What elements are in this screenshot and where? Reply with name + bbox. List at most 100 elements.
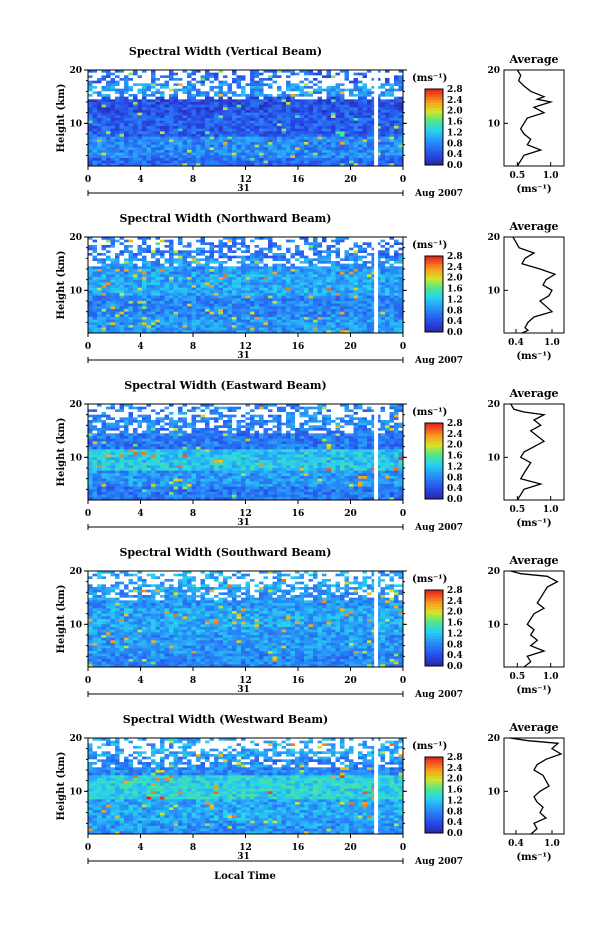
heatmap-cell <box>218 319 224 323</box>
heatmap-cell <box>281 139 287 143</box>
heatmap-cell <box>223 147 228 151</box>
heatmap-cell <box>137 131 143 135</box>
heatmap-gap-cell <box>295 237 300 240</box>
heatmap-cell <box>380 155 386 159</box>
heatmap-cell <box>317 158 323 161</box>
heatmap-cell <box>209 134 215 137</box>
heatmap-cell <box>169 152 174 156</box>
heatmap-cell <box>277 258 282 262</box>
heatmap-cell <box>196 314 201 318</box>
heatmap-cell <box>367 126 372 129</box>
heatmap-cell <box>335 160 341 164</box>
heatmap-cell <box>250 311 255 315</box>
heatmap-cell <box>92 99 98 103</box>
heatmap-gap-cell <box>326 80 332 84</box>
heatmap-cell <box>97 126 102 129</box>
heatmap-cell <box>335 298 341 302</box>
heatmap-cell <box>331 301 336 304</box>
heatmap-cell <box>268 136 273 140</box>
heatmap-cell <box>353 325 359 328</box>
heatmap-cell <box>259 99 264 103</box>
heatmap-cell <box>371 269 377 272</box>
heatmap-gap-cell <box>344 91 350 95</box>
heatmap-cell <box>362 242 368 246</box>
heatmap-gap-cell <box>317 83 323 87</box>
heatmap-cell <box>155 88 161 92</box>
heatmap-cells <box>88 237 404 334</box>
heatmap-cell <box>250 309 255 312</box>
heatmap-cell <box>119 142 125 145</box>
heatmap-gap-cell <box>272 86 278 89</box>
heatmap-gap-cell <box>164 91 170 95</box>
heatmap-cell <box>160 155 165 159</box>
heatmap-cell <box>250 107 255 111</box>
heatmap-cell <box>326 306 332 310</box>
heatmap-cell <box>394 239 399 243</box>
heatmap-cell <box>340 309 345 312</box>
heatmap-cell <box>160 112 165 116</box>
heatmap-cell <box>178 123 183 127</box>
heatmap-gap-cell <box>299 258 305 262</box>
heatmap-cell <box>106 282 111 286</box>
heatmap-cell <box>227 325 233 328</box>
heatmap-cell <box>317 126 323 129</box>
heatmap-cell <box>272 282 278 286</box>
heatmap-gap-cell <box>146 96 152 100</box>
heatmap-cell <box>155 287 161 291</box>
heatmap-cell <box>187 322 192 326</box>
heatmap-cell <box>362 271 368 275</box>
heatmap-cell <box>326 311 332 315</box>
heatmap-cell <box>205 94 210 97</box>
heatmap-gap-cell <box>290 250 296 254</box>
heatmap-cell <box>259 258 264 262</box>
heatmap-cell <box>164 258 170 262</box>
heatmap-cell <box>142 250 147 254</box>
heatmap-cell <box>128 78 134 81</box>
heatmap-cell <box>119 309 125 312</box>
heatmap-gap-cell <box>295 263 300 267</box>
heatmap-cell <box>254 250 260 254</box>
heatmap-cell <box>254 72 260 76</box>
heatmap-cell <box>178 263 183 267</box>
heatmap-cell <box>286 144 291 148</box>
heatmap-cell <box>241 142 246 145</box>
heatmap-cell <box>169 118 174 121</box>
heatmap-cell <box>286 131 291 135</box>
heatmap-cell <box>101 118 107 121</box>
heatmap-gap-cell <box>223 247 228 251</box>
heatmap-cell <box>160 269 165 272</box>
heatmap-gap-cell <box>272 91 278 95</box>
heatmap-cell <box>313 325 318 328</box>
heatmap-cell <box>385 128 390 132</box>
heatmap-cell <box>245 274 251 278</box>
heatmap-cell <box>128 139 134 143</box>
heatmap-cell <box>182 298 188 302</box>
heatmap-cell <box>137 269 143 272</box>
heatmap-cell <box>196 319 201 323</box>
heatmap-cell <box>236 123 242 127</box>
heatmap-cell <box>295 99 300 103</box>
heatmap-cell <box>362 301 368 304</box>
heatmap-cell <box>295 120 300 124</box>
heatmap-cell <box>371 139 377 143</box>
heatmap-cell <box>92 131 98 135</box>
heatmap-cell <box>173 319 179 323</box>
heatmap-cell <box>110 102 116 105</box>
heatmap-cell <box>313 277 318 280</box>
heatmap-gap-cell <box>385 237 390 240</box>
heatmap-cell <box>362 250 368 254</box>
heatmap-cell <box>367 150 372 153</box>
heatmap-cell <box>290 112 296 116</box>
heatmap-cell <box>88 285 93 288</box>
heatmap-cell <box>259 80 264 84</box>
heatmap-cell <box>182 112 188 116</box>
heatmap-cell <box>137 306 143 310</box>
heatmap-cell <box>128 293 134 296</box>
heatmap-cell <box>137 118 143 121</box>
heatmap-cell <box>340 107 345 111</box>
heatmap-cell <box>259 317 264 320</box>
heatmap-cell <box>313 237 318 240</box>
heatmap-gap-cell <box>196 237 201 240</box>
heatmap-cell <box>295 282 300 286</box>
heatmap-cell <box>376 319 381 323</box>
